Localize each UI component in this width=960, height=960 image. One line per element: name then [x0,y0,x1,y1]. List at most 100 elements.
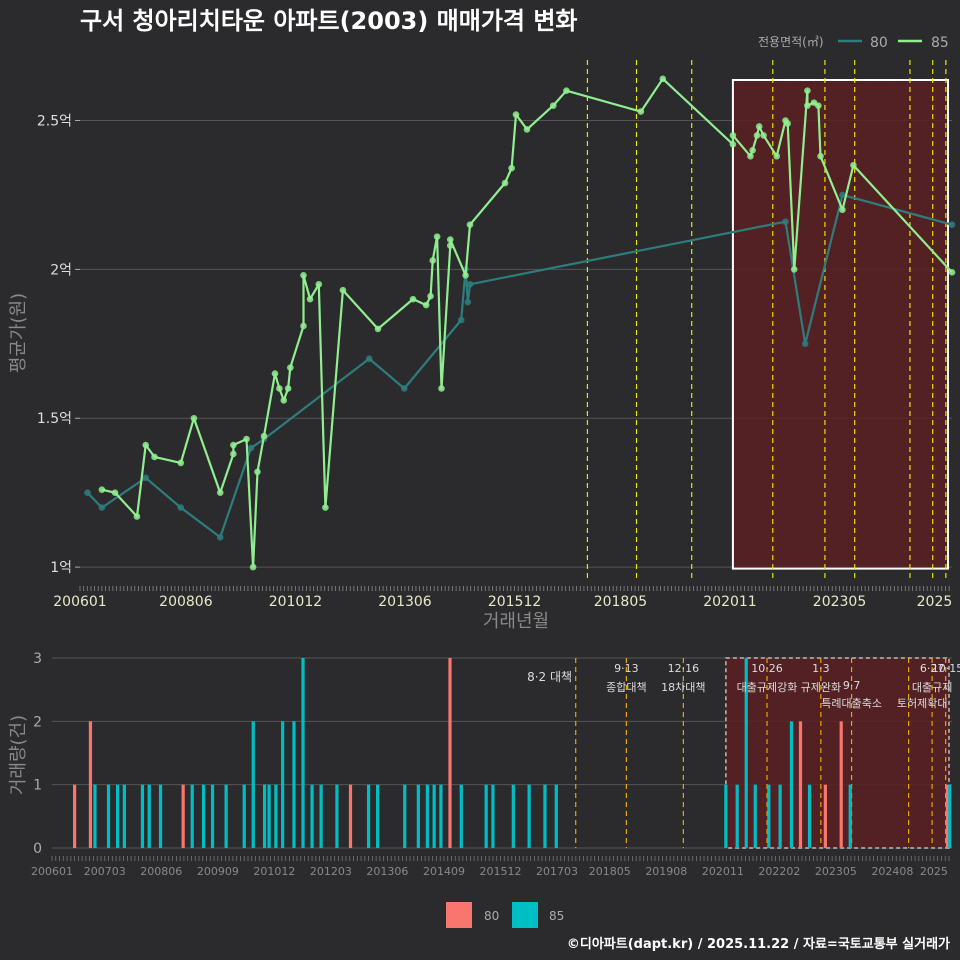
data-point-85 [839,206,846,214]
data-point-80 [464,298,472,306]
data-point-85 [111,489,119,496]
data-point-85 [784,120,791,127]
data-point-80 [216,534,224,541]
volume-bar-85 [262,784,267,848]
volume-bar-85 [484,784,488,848]
volume-bar-85 [778,784,782,848]
volume-bar-85 [93,784,97,848]
volume-bar-85 [366,784,371,848]
x-tick-label: 201512 [488,594,541,610]
volume-bar-85 [115,784,120,848]
data-point-85 [287,364,294,371]
data-point-85 [948,269,956,276]
data-point-80 [142,474,150,482]
volume-bar-85 [224,784,228,848]
policy-date: 6·27 [920,662,945,675]
volume-bar-85 [210,784,215,848]
volume-bar-85 [140,784,145,848]
data-point-80 [839,191,846,199]
data-point-80 [948,221,956,229]
policy-label: 8·2 대책 [527,669,572,684]
y-tick-label: 1.5억 [37,411,72,427]
volume-x-tick-label: 201512 [479,865,521,878]
volume-bar-85 [403,784,407,848]
volume-bar-80 [181,784,185,848]
volume-bar-85 [274,784,278,848]
volume-bar-85 [807,784,812,848]
data-point-85 [512,111,520,118]
data-point-80 [177,504,185,511]
volume-x-tick-label: 201306 [366,865,408,878]
volume-bar-80 [839,721,843,848]
data-point-80 [365,355,373,362]
data-point-85 [466,221,474,229]
policy-label: 대출규제 [912,681,952,694]
data-point-85 [151,453,158,461]
policy-label: 종합대책 [606,681,646,694]
data-point-85 [659,75,667,83]
highlight-range [731,79,950,570]
volume-bar-85 [147,784,151,848]
volume-bar-85 [425,784,429,848]
y-tick-label: 2억 [50,262,72,278]
y-tick-label: 1억 [50,560,72,576]
data-point-85 [300,272,307,279]
volume-bar-80 [945,784,950,848]
volume-bar-85 [735,784,739,848]
volume-x-tick-label: 200806 [140,865,182,878]
volume-bar-85 [251,721,255,848]
data-point-85 [315,280,323,288]
legend-swatch-bar-85 [512,902,538,928]
legend-swatch-bar-80 [446,902,472,928]
data-point-85 [817,152,824,160]
policy-date: 10·15 [932,662,960,675]
price-panel: 1억 1.5억 2억 2.5억 200601 200806 201012 201306 2015… [37,60,956,610]
price-legend: 전용면적(㎡) 80 85 [758,35,949,51]
volume-bar-85 [301,658,305,848]
volume-bar-85 [948,784,952,848]
volume-bar-85 [310,784,314,848]
data-point-85 [433,233,441,240]
data-point-85 [306,295,314,303]
data-point-85 [429,257,437,264]
volume-bar-85 [753,784,757,848]
volume-bar-85 [242,784,246,848]
data-point-85 [190,414,198,422]
data-point-80 [466,280,474,288]
x-tick-label: 201012 [269,594,322,610]
volume-x-tick-label: 202305 [815,865,857,878]
data-point-85 [98,486,106,494]
data-point-85 [243,435,250,443]
data-point-85 [747,152,754,160]
x-tick-label: 201805 [594,594,647,610]
volume-bar-85 [459,784,463,848]
data-point-85 [409,295,417,303]
volume-bar-85 [767,784,771,848]
data-point-85 [133,513,141,520]
policy-label: 토허제확대 [897,697,948,710]
data-point-85 [729,141,737,148]
volume-y-tick-label: 2 [33,714,42,730]
data-point-85 [850,161,857,169]
data-point-85 [446,242,454,249]
volume-bar-85 [281,721,285,848]
data-point-85 [284,385,292,392]
volume-bar-80 [448,658,452,848]
volume-bar-85 [106,784,111,848]
volume-bar-85 [789,721,794,848]
data-point-85 [773,152,781,160]
volume-y-tick-label: 1 [33,778,42,794]
legend-title: 전용면적(㎡) [758,35,824,49]
x-tick-label: 200601 [53,594,106,610]
volume-bar-85 [201,784,206,848]
volume-bar-85 [527,784,531,848]
volume-y-tick-label: 0 [33,841,42,857]
volume-bar-85 [724,784,728,848]
data-point-85 [790,266,798,273]
data-point-85 [523,126,531,133]
volume-bar-85 [376,784,380,848]
volume-bar-85 [491,784,495,848]
x-tick-label: 202305 [813,594,866,610]
data-point-85 [271,370,279,377]
volume-bar-80 [73,784,77,848]
